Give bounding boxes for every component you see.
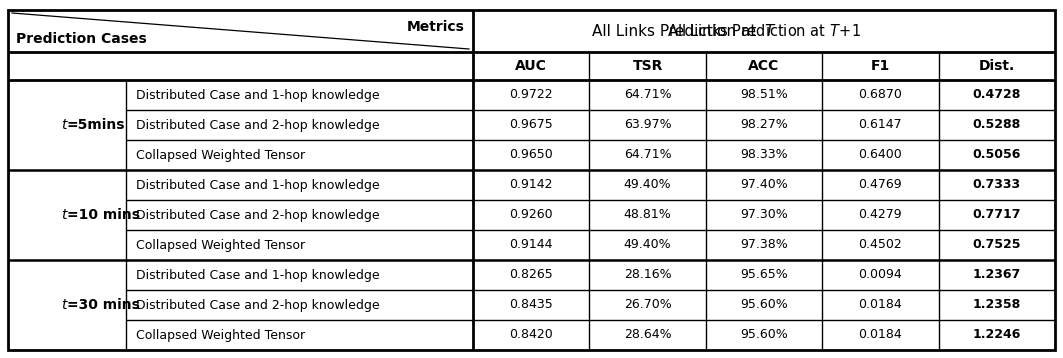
Text: t: t	[62, 208, 67, 222]
Text: 98.27%: 98.27%	[740, 118, 788, 131]
Text: 0.8420: 0.8420	[509, 329, 553, 342]
Text: 97.40%: 97.40%	[740, 179, 788, 192]
Text: 97.30%: 97.30%	[740, 208, 788, 222]
Text: 0.0184: 0.0184	[859, 299, 902, 311]
Text: =10 mins: =10 mins	[67, 208, 140, 222]
Text: 1.2367: 1.2367	[973, 268, 1020, 281]
Text: 0.9142: 0.9142	[509, 179, 553, 192]
Text: 0.7525: 0.7525	[973, 238, 1022, 252]
Text: t: t	[62, 118, 67, 132]
Text: AUC: AUC	[516, 59, 547, 73]
Text: 95.60%: 95.60%	[740, 329, 788, 342]
Text: 0.6870: 0.6870	[859, 88, 902, 102]
Text: Distributed Case and 1-hop knowledge: Distributed Case and 1-hop knowledge	[136, 88, 379, 102]
Text: 64.71%: 64.71%	[624, 88, 672, 102]
Text: TSR: TSR	[632, 59, 663, 73]
Text: 0.5056: 0.5056	[973, 149, 1020, 161]
Text: 0.4279: 0.4279	[859, 208, 902, 222]
Text: 0.0184: 0.0184	[859, 329, 902, 342]
Text: 0.6400: 0.6400	[859, 149, 902, 161]
Text: Distributed Case and 2-hop knowledge: Distributed Case and 2-hop knowledge	[136, 299, 379, 311]
Text: 0.6147: 0.6147	[859, 118, 902, 131]
Text: Prediction Cases: Prediction Cases	[16, 32, 147, 46]
Text: Dist.: Dist.	[979, 59, 1015, 73]
Text: 64.71%: 64.71%	[624, 149, 672, 161]
Text: 0.9144: 0.9144	[509, 238, 553, 252]
Text: 95.60%: 95.60%	[740, 299, 788, 311]
Text: 0.7333: 0.7333	[973, 179, 1020, 192]
Text: 98.51%: 98.51%	[740, 88, 788, 102]
Text: 49.40%: 49.40%	[624, 179, 672, 192]
Text: =5mins: =5mins	[67, 118, 125, 132]
Text: ACC: ACC	[748, 59, 779, 73]
Text: Collapsed Weighted Tensor: Collapsed Weighted Tensor	[136, 329, 305, 342]
Text: 0.8435: 0.8435	[509, 299, 553, 311]
Text: 26.70%: 26.70%	[624, 299, 672, 311]
Text: 0.9675: 0.9675	[509, 118, 553, 131]
Text: 48.81%: 48.81%	[624, 208, 672, 222]
Text: 0.4728: 0.4728	[973, 88, 1020, 102]
Text: 28.64%: 28.64%	[624, 329, 672, 342]
Text: Metrics: Metrics	[407, 20, 465, 34]
Text: 28.16%: 28.16%	[624, 268, 672, 281]
Text: =30 mins: =30 mins	[67, 298, 140, 312]
Text: 0.9260: 0.9260	[509, 208, 553, 222]
Text: 0.7717: 0.7717	[973, 208, 1022, 222]
Text: Collapsed Weighted Tensor: Collapsed Weighted Tensor	[136, 238, 305, 252]
Text: t: t	[62, 298, 67, 312]
Text: 1.2358: 1.2358	[973, 299, 1020, 311]
Text: Distributed Case and 1-hop knowledge: Distributed Case and 1-hop knowledge	[136, 179, 379, 192]
Text: 0.4502: 0.4502	[859, 238, 902, 252]
Text: 63.97%: 63.97%	[624, 118, 672, 131]
Text: 0.4769: 0.4769	[859, 179, 902, 192]
Text: 97.38%: 97.38%	[740, 238, 788, 252]
Text: 0.0094: 0.0094	[859, 268, 902, 281]
Text: $T$: $T$	[764, 23, 776, 39]
Text: 1.2246: 1.2246	[973, 329, 1020, 342]
Text: All Links Prediction at $T\!+\!1$: All Links Prediction at $T\!+\!1$	[667, 23, 861, 39]
Text: Collapsed Weighted Tensor: Collapsed Weighted Tensor	[136, 149, 305, 161]
Text: 0.5288: 0.5288	[973, 118, 1020, 131]
Text: F1: F1	[871, 59, 890, 73]
Text: 95.65%: 95.65%	[740, 268, 788, 281]
Text: 98.33%: 98.33%	[740, 149, 788, 161]
Text: 0.9650: 0.9650	[509, 149, 553, 161]
Text: Distributed Case and 2-hop knowledge: Distributed Case and 2-hop knowledge	[136, 118, 379, 131]
Text: 0.8265: 0.8265	[509, 268, 553, 281]
Text: 49.40%: 49.40%	[624, 238, 672, 252]
Text: All Links Prediction at: All Links Prediction at	[592, 24, 764, 39]
Text: Distributed Case and 1-hop knowledge: Distributed Case and 1-hop knowledge	[136, 268, 379, 281]
Text: 0.9722: 0.9722	[509, 88, 553, 102]
Text: Distributed Case and 2-hop knowledge: Distributed Case and 2-hop knowledge	[136, 208, 379, 222]
